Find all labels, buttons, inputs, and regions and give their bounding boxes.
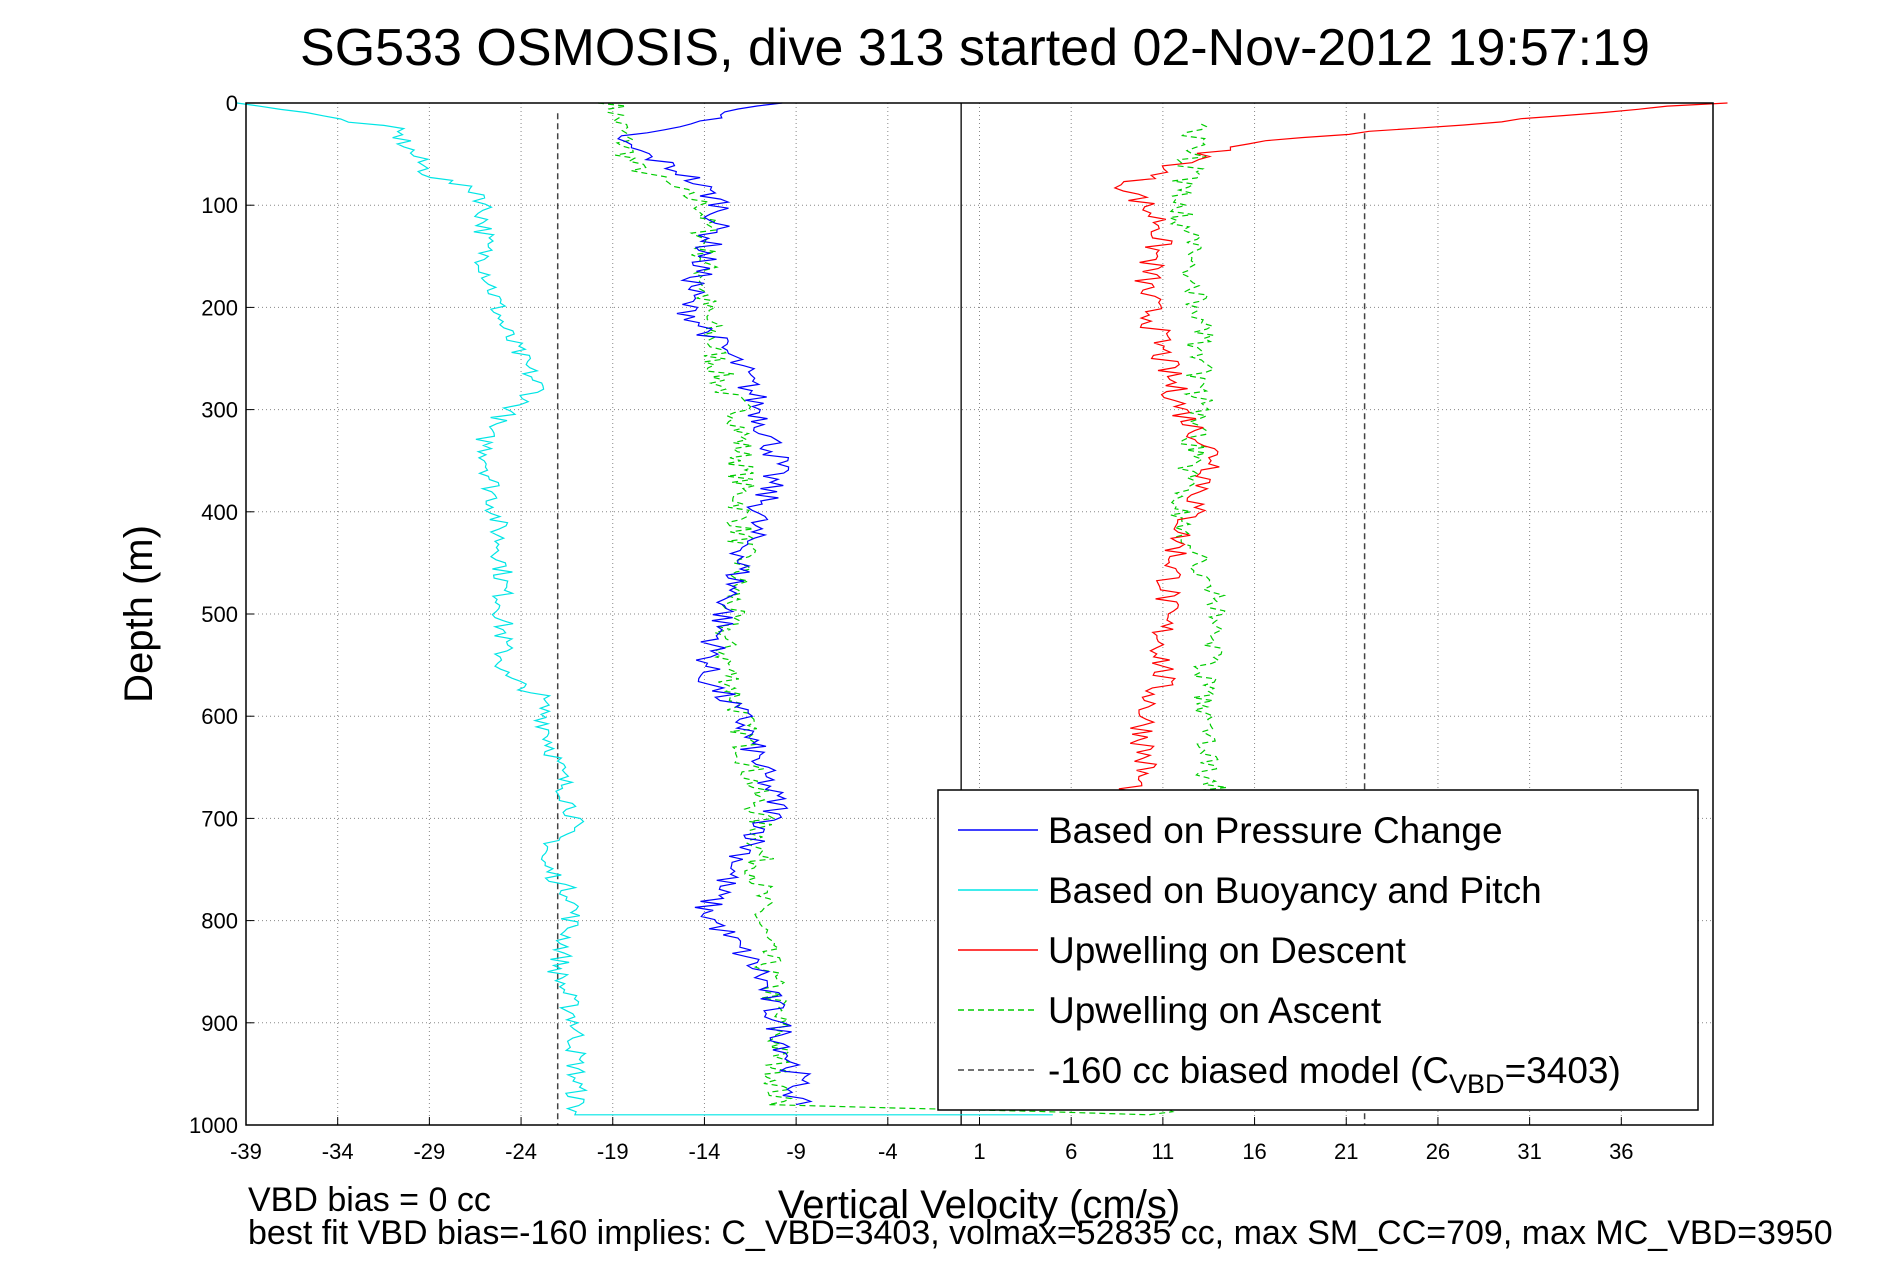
series-line-2 [1113,102,1728,799]
y-tick-label: 800 [201,909,238,934]
x-axis-label: Vertical Velocity (cm/s) [778,1183,1180,1227]
x-tick-label: 16 [1242,1139,1266,1164]
y-axis-label: Depth (m) [117,525,161,703]
legend-label-4: -160 cc biased model (CVBD=3403) [1048,1050,1621,1099]
y-tick-label: 200 [201,295,238,320]
x-tick-label: -4 [878,1139,898,1164]
footer-line-1: VBD bias = 0 cc [248,1181,491,1219]
x-tick-label: 36 [1609,1139,1633,1164]
legend-label-1: Based on Buoyancy and Pitch [1048,870,1542,911]
y-axis-ticks: 0 100 200 300 400 500 600 700 800 900 1000 [189,91,254,1138]
y-tick-label: 1000 [189,1113,238,1138]
legend-label-2: Upwelling on Descent [1048,930,1407,971]
legend-label-0: Based on Pressure Change [1048,810,1503,851]
chart-title: SG533 OSMOSIS, dive 313 started 02-Nov-2… [300,19,1650,77]
x-tick-label: -24 [505,1139,537,1164]
x-tick-label: -14 [689,1139,721,1164]
y-tick-label: 100 [201,193,238,218]
x-tick-label: 21 [1334,1139,1358,1164]
legend-label-3: Upwelling on Ascent [1048,990,1382,1031]
y-tick-label: 600 [201,704,238,729]
series-line-3 [598,102,1229,1116]
x-tick-label: -19 [597,1139,629,1164]
x-tick-label: 11 [1151,1139,1174,1164]
x-tick-label: -39 [230,1139,262,1164]
x-tick-label: -34 [322,1139,354,1164]
x-tick-label: 31 [1517,1139,1541,1164]
legend: Based on Pressure Change Based on Buoyanc… [937,789,1699,1111]
y-tick-label: 400 [201,500,238,525]
y-tick-label: 0 [226,91,238,116]
x-tick-label: 26 [1426,1139,1450,1164]
series-line-1 [236,102,1053,1116]
x-axis-ticks: -39 -34 -29 -24 -19 -14 -9 -4 1 6 11 16 21 26 31 36 [230,1117,1634,1164]
x-tick-label: -29 [413,1139,445,1164]
y-tick-label: 300 [201,398,238,423]
x-tick-label: 1 [973,1139,985,1164]
footer-line-2: best fit VBD bias=-160 implies: C_VBD=34… [248,1214,1833,1252]
series-line-0 [616,102,813,1106]
x-tick-label: 6 [1065,1139,1077,1164]
x-tick-label: -9 [786,1139,806,1164]
y-tick-label: 900 [201,1011,238,1036]
y-tick-label: 500 [201,602,238,627]
y-tick-label: 700 [201,806,238,831]
legend-box [937,789,1699,1111]
